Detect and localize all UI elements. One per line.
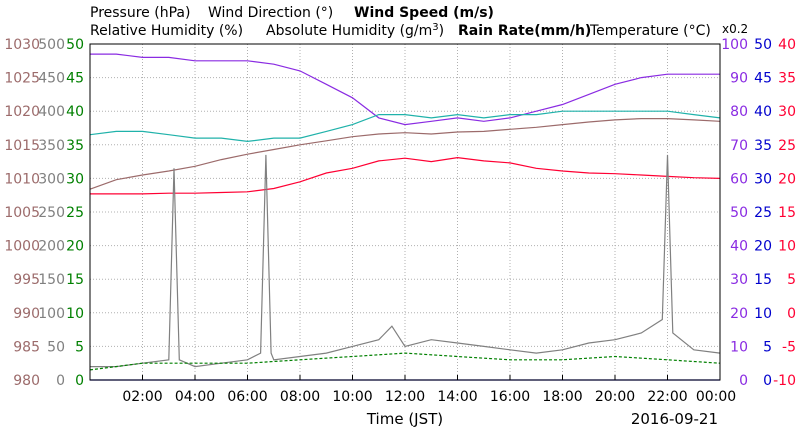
y-tick-label-rain-rate: 5 (763, 339, 772, 355)
y-tick-label-rain-rate: 30 (754, 171, 772, 187)
y-tick-label-rain-rate: 0 (763, 373, 772, 389)
y-tick-label-pressure: 980 (13, 373, 40, 389)
y-tick-label-wind-speed: 25 (66, 205, 84, 221)
series-line-relative-humidity (90, 53, 720, 126)
y-tick-label-wind-direction: 150 (38, 272, 65, 288)
y-tick-label-pressure: 1020 (4, 104, 40, 120)
plot-frame (89, 43, 721, 381)
legend-absolute-humidity-suffix: ) (439, 23, 444, 39)
y-tick-label-temperature: 0 (787, 306, 796, 322)
x-tick-label: 18:00 (542, 389, 582, 405)
y-tick-label-relative-humidity: 70 (730, 138, 748, 154)
legend-pressure: Pressure (hPa) (90, 5, 190, 21)
date-label: 2016-09-21 (631, 410, 718, 428)
y-tick-label-temperature: 40 (778, 37, 796, 53)
y-tick-label-wind-speed: 15 (66, 272, 84, 288)
y-tick-label-temperature: 25 (778, 138, 796, 154)
legend-relative-humidity: Relative Humidity (%) (90, 23, 243, 39)
y-tick-label-pressure: 990 (13, 306, 40, 322)
legend-absolute-humidity: Absolute Humidity (g/m3) (266, 22, 444, 39)
x-tick-label: 12:00 (385, 389, 425, 405)
y-tick-label-wind-direction: 400 (38, 104, 65, 120)
legend-temperature: Temperature (°C) (589, 23, 711, 39)
y-tick-label-temperature: 35 (778, 71, 796, 87)
x-tick-label: 16:00 (490, 389, 530, 405)
y-tick-label-wind-speed: 0 (75, 373, 84, 389)
x-tick-label: 04:00 (175, 389, 215, 405)
series-line-wind-direction (90, 154, 721, 368)
legend-wind-speed: Wind Speed (m/s) (354, 5, 494, 21)
y-tick-label-rain-rate: 10 (754, 306, 772, 322)
y-tick-label-relative-humidity: 50 (730, 205, 748, 221)
y-tick-label-rain-rate: 35 (754, 138, 772, 154)
y-tick-label-pressure: 1005 (4, 205, 40, 221)
series-line-wind-speed (89, 352, 721, 371)
series-line-pressure (89, 117, 721, 190)
y-tick-label-wind-direction: 300 (38, 171, 65, 187)
y-tick-label-wind-direction: 100 (38, 306, 65, 322)
y-tick-label-pressure: 1015 (4, 138, 40, 154)
x-tick-label: 06:00 (227, 389, 267, 405)
y-tick-label-relative-humidity: 10 (730, 339, 748, 355)
y-tick-label-pressure: 1025 (4, 71, 40, 87)
abs-humidity-scale-note: x0.2 (722, 22, 748, 36)
x-axis-title: Time (JST) (366, 410, 443, 428)
y-tick-label-wind-direction: 250 (38, 205, 65, 221)
y-tick-label-relative-humidity: 60 (730, 171, 748, 187)
y-tick-label-pressure: 995 (13, 272, 40, 288)
legend-rain-rate: Rain Rate(mm/h) (458, 23, 591, 39)
x-tick-label: 00:00 (696, 389, 736, 405)
y-tick-label-wind-speed: 10 (66, 306, 84, 322)
y-tick-label-wind-direction: 0 (56, 373, 65, 389)
y-tick-label-relative-humidity: 30 (730, 272, 748, 288)
y-tick-label-wind-speed: 30 (66, 171, 84, 187)
y-tick-label-wind-direction: 200 (38, 239, 65, 255)
y-tick-label-rain-rate: 45 (754, 71, 772, 87)
y-tick-label-rain-rate: 15 (754, 272, 772, 288)
y-tick-label-temperature: 30 (778, 104, 796, 120)
y-tick-label-pressure: 985 (13, 339, 40, 355)
y-tick-label-wind-speed: 20 (66, 239, 84, 255)
y-tick-label-relative-humidity: 40 (730, 239, 748, 255)
y-tick-label-relative-humidity: 100 (721, 37, 748, 53)
y-tick-label-temperature: 15 (778, 205, 796, 221)
y-tick-label-temperature: 20 (778, 171, 796, 187)
y-tick-label-temperature: 5 (787, 272, 796, 288)
x-tick-label: 14:00 (437, 389, 477, 405)
series-line-relative-humidity-absolute (89, 110, 721, 143)
x-tick-label: 22:00 (647, 389, 687, 405)
legend-absolute-humidity-sup: 3 (432, 22, 438, 33)
y-tick-label-relative-humidity: 90 (730, 71, 748, 87)
legend-absolute-humidity-prefix: Absolute Humidity (g/m (266, 23, 432, 39)
y-tick-label-relative-humidity: 20 (730, 306, 748, 322)
y-tick-label-pressure: 1030 (4, 37, 40, 53)
y-tick-label-temperature: 10 (778, 239, 796, 255)
y-tick-label-rain-rate: 20 (754, 239, 772, 255)
y-tick-label-relative-humidity: 0 (739, 373, 748, 389)
y-tick-label-pressure: 1000 (4, 239, 40, 255)
x-tick-label: 20:00 (595, 389, 635, 405)
y-tick-label-wind-direction: 350 (38, 138, 65, 154)
legend-wind-direction: Wind Direction (°) (208, 5, 333, 21)
y-tick-label-wind-speed: 45 (66, 71, 84, 87)
y-tick-label-wind-speed: 50 (66, 37, 84, 53)
series-line-temperature (90, 156, 721, 195)
x-tick-label: 10:00 (332, 389, 372, 405)
y-tick-label-wind-direction: 50 (47, 339, 65, 355)
x-tick-label: 08:00 (280, 389, 320, 405)
y-tick-label-wind-direction: 500 (38, 37, 65, 53)
y-tick-label-rain-rate: 40 (754, 104, 772, 120)
y-tick-label-wind-speed: 35 (66, 138, 84, 154)
y-tick-label-pressure: 1010 (4, 171, 40, 187)
y-tick-label-wind-speed: 5 (75, 339, 84, 355)
y-tick-label-wind-speed: 40 (66, 104, 84, 120)
y-tick-label-rain-rate: 50 (754, 37, 772, 53)
y-tick-label-temperature: -5 (782, 339, 796, 355)
y-tick-label-temperature: -10 (773, 373, 796, 389)
y-tick-label-wind-direction: 450 (38, 71, 65, 87)
y-tick-label-relative-humidity: 80 (730, 104, 748, 120)
y-tick-label-rain-rate: 25 (754, 205, 772, 221)
x-tick-label: 02:00 (122, 389, 162, 405)
